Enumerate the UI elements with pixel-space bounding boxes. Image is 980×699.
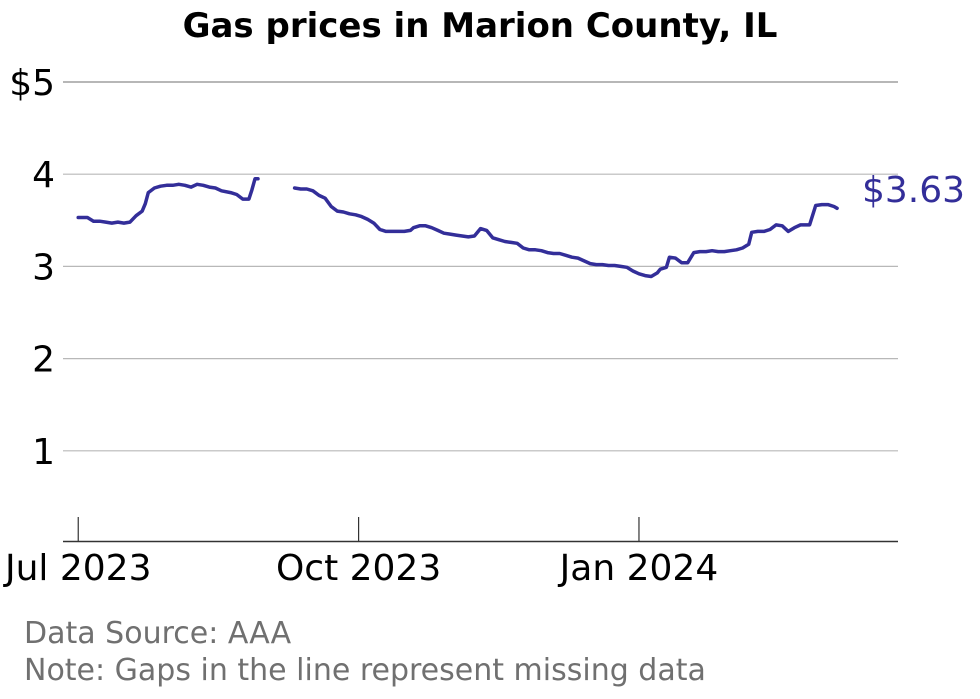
y-tick-label: 4 xyxy=(32,155,55,196)
series-line-segment xyxy=(76,177,260,225)
x-axis-ticks: Jul 2023 Oct 2023 Jan 2024 xyxy=(3,517,718,589)
gridlines xyxy=(63,81,898,452)
line-chart: Gas prices in Marion County, IL $5 4 3 2 1 J… xyxy=(3,6,965,589)
x-tick-label: Oct 2023 xyxy=(276,548,441,589)
chart-title: Gas prices in Marion County, IL xyxy=(183,6,778,46)
latest-price-label: $3.63 xyxy=(862,170,965,211)
y-tick-label: $5 xyxy=(9,63,55,104)
price-series xyxy=(76,177,839,279)
y-tick-label: 1 xyxy=(32,432,55,473)
missing-data-note: Note: Gaps in the line represent missing… xyxy=(24,653,706,688)
y-axis-ticks: $5 4 3 2 1 xyxy=(9,63,55,473)
data-source-note: Data Source: AAA xyxy=(24,616,292,651)
y-tick-label: 2 xyxy=(32,340,55,381)
y-tick-label: 3 xyxy=(32,247,55,288)
x-tick-label: Jan 2024 xyxy=(558,548,719,589)
x-tick-label: Jul 2023 xyxy=(3,548,152,589)
series-line-segment xyxy=(292,186,839,279)
